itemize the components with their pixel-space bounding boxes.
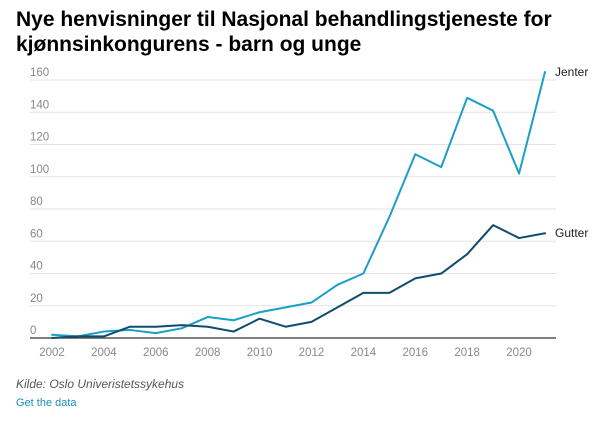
series-line-gutter	[51, 224, 546, 339]
chart-title: Nye henvisninger til Nasjonal behandling…	[16, 8, 552, 56]
y-tick-label: 0	[30, 325, 36, 337]
x-tick-label: 2002	[39, 347, 65, 359]
x-tick-label: 2018	[454, 347, 480, 359]
y-tick-label: 140	[30, 99, 49, 111]
series-line-jenter	[51, 71, 546, 338]
x-tick-label: 2016	[402, 347, 428, 359]
y-tick-label: 20	[30, 293, 43, 305]
x-tick-label: 2020	[506, 347, 532, 359]
series-lines	[51, 71, 546, 339]
y-tick-label: 100	[30, 164, 49, 176]
x-axis-ticks: 2002 2004 2006 2008 2010 2012 2014 2016 2018 2020	[39, 347, 532, 359]
x-tick-label: 2004	[91, 347, 117, 359]
source-note: Kilde: Oslo Univeristetssykehus	[16, 377, 185, 391]
x-tick-label: 2006	[143, 347, 169, 359]
gridlines	[30, 79, 556, 339]
y-tick-label: 60	[30, 228, 43, 240]
x-tick-label: 2008	[195, 347, 221, 359]
y-axis-ticks: 0 20 40 60 80 100 120 140 160	[30, 67, 49, 337]
y-tick-label: 80	[30, 196, 43, 208]
x-tick-label: 2014	[351, 347, 377, 359]
y-tick-label: 160	[30, 67, 49, 79]
series-label-jenter: Jenter	[555, 65, 588, 79]
x-tick-label: 2010	[247, 347, 273, 359]
series-label-gutter: Gutter	[555, 226, 588, 240]
get-the-data-link[interactable]: Get the data	[16, 397, 77, 409]
x-tick-label: 2012	[299, 347, 325, 359]
y-tick-label: 120	[30, 132, 49, 144]
series-labels: Jenter Gutter	[555, 65, 588, 240]
y-tick-label: 40	[30, 261, 43, 273]
